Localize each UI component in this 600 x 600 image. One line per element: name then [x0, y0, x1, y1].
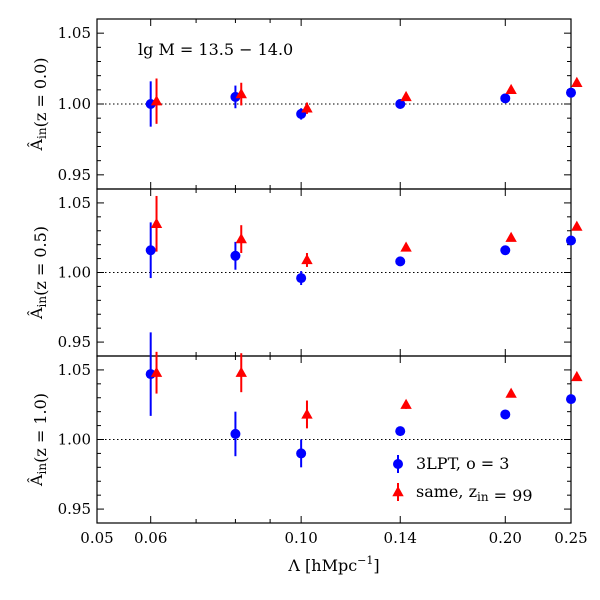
legend-marker-circle	[393, 459, 403, 469]
data-point-triangle	[150, 95, 163, 106]
data-point-triangle	[400, 90, 412, 102]
x-tick-label: 0.05	[80, 529, 113, 547]
data-point-triangle	[301, 253, 313, 265]
y-tick-label: 0.95	[58, 166, 91, 184]
legend: 3LPT, o = 3 same, zin = 99	[392, 454, 533, 505]
data-point-triangle	[235, 88, 247, 99]
data-point-triangle	[505, 387, 517, 398]
data-point-triangle	[400, 398, 412, 409]
panel-1: 0.95 1.00 1.05 Âin(z = 0.0) lg M = 13.5 − 14…	[26, 18, 583, 190]
data-point-triangle	[235, 233, 247, 244]
data-point-triangle	[301, 102, 313, 113]
data-point-circle	[566, 235, 576, 246]
series-same	[150, 76, 583, 124]
data-point-triangle	[571, 220, 583, 231]
legend-label: same, zin = 99	[416, 482, 533, 505]
x-tick-label: 0.06	[134, 529, 167, 547]
x-axis-label: Λ [hMpc−1]	[287, 554, 379, 575]
data-point-triangle	[235, 366, 247, 377]
data-point-circle	[145, 245, 156, 256]
x-tick-label: 0.14	[384, 529, 417, 547]
data-point-circle	[395, 99, 406, 109]
data-point-triangle	[301, 408, 313, 419]
x-tick-label: 0.25	[554, 529, 587, 547]
y-tick-label: 0.95	[58, 500, 91, 518]
data-point-triangle	[150, 366, 163, 377]
panels-layer: 0.95 1.00 1.05 Âin(z = 0.0) lg M = 13.5 − 14…	[26, 18, 588, 547]
y-tick-label: 1.00	[58, 264, 91, 282]
data-point-circle	[296, 273, 307, 284]
data-point-circle	[395, 256, 406, 267]
y-tick-label: 0.95	[58, 333, 91, 351]
data-point-circle	[566, 87, 576, 98]
data-point-circle	[395, 426, 406, 437]
y-axis-label: Âin(z = 0.0)	[26, 57, 50, 151]
series-same	[150, 195, 583, 267]
data-point-triangle	[400, 241, 412, 252]
panel-2: 0.95 1.00 1.05 Âin(z = 0.5)	[26, 188, 583, 357]
data-point-triangle	[505, 83, 517, 95]
x-axis: Λ [hMpc−1]	[287, 554, 379, 575]
y-tick-label: 1.00	[58, 431, 91, 449]
series-same	[150, 351, 583, 429]
data-point-circle	[296, 448, 307, 459]
data-point-triangle	[571, 76, 583, 87]
legend-label: 3LPT, o = 3	[416, 454, 509, 473]
data-point-circle	[230, 250, 241, 261]
y-tick-label: 1.00	[58, 95, 91, 113]
x-tick-label: 0.20	[489, 529, 522, 547]
series-3LPT	[145, 222, 576, 286]
series-3LPT	[145, 332, 576, 468]
data-point-circle	[500, 245, 511, 256]
y-axis-label: Âin(z = 1.0)	[26, 393, 50, 487]
y-tick-label: 1.05	[58, 361, 91, 379]
panel-3: 0.95 1.00 1.05 Âin(z = 1.0) 0.05 0.06 0.10 0.14…	[26, 332, 588, 547]
data-point-circle	[500, 93, 511, 104]
x-tick-label: 0.10	[284, 529, 317, 547]
y-tick-label: 1.05	[58, 194, 91, 212]
y-tick-label: 1.05	[58, 24, 91, 42]
y-axis-label: Âin(z = 0.5)	[26, 226, 50, 320]
data-point-triangle	[571, 370, 583, 382]
data-point-triangle	[150, 217, 163, 228]
panel-annotation: lg M = 13.5 − 14.0	[138, 40, 293, 59]
data-point-triangle	[505, 231, 517, 242]
legend-marker-triangle	[392, 486, 404, 497]
data-point-circle	[500, 409, 511, 420]
data-point-circle	[566, 394, 576, 405]
data-point-circle	[230, 428, 241, 439]
